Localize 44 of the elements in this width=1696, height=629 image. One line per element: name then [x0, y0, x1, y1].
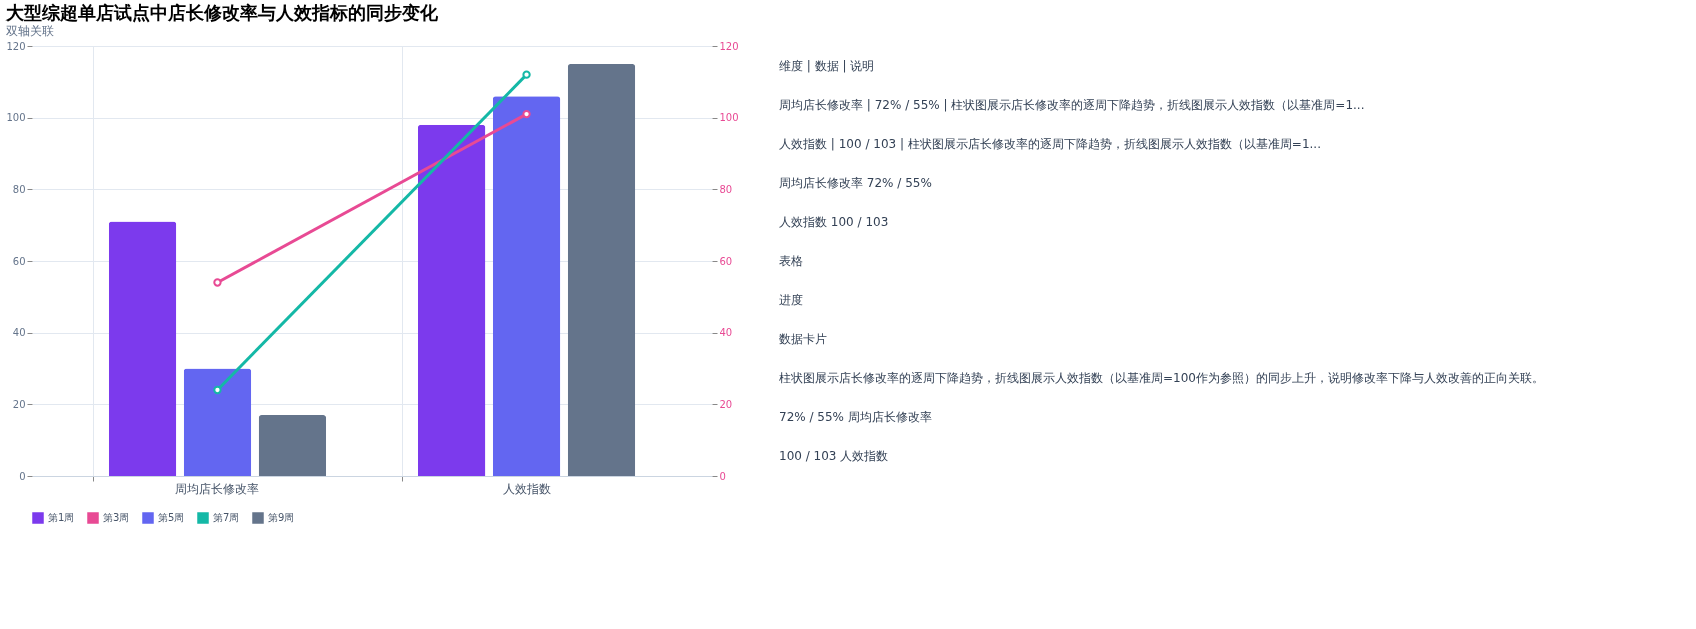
y-tick-label: 120 [6, 40, 26, 52]
bar [417, 124, 486, 476]
text: 周均店长修改率 72% / 55% [779, 175, 932, 190]
bar [108, 221, 177, 476]
legend-label: 第3周 [103, 512, 130, 523]
y-tick-label: 60 [12, 255, 26, 267]
point [213, 385, 222, 395]
text: 100 / 103 人效指数 [779, 449, 889, 464]
y-tick-label: 40 [12, 327, 26, 339]
text: 人效指数 | 100 / 103 | 柱状图展示店长修改率的逐周下降趋势，折线图展示人效指数（以基准周=1... [779, 136, 1321, 151]
legend-label: 第5周 [158, 512, 185, 523]
chart-subtitle: 双轴关联 [5, 24, 54, 38]
y-tick-label: 20 [12, 398, 26, 410]
y2-tick-label: 40 [719, 327, 733, 339]
legend-label: 第9周 [268, 512, 295, 523]
text: 维度 | 数据 | 说明 [779, 58, 875, 73]
point [522, 70, 531, 79]
legend-label: 第7周 [213, 512, 240, 523]
y-tick-label: 100 [6, 112, 26, 124]
y-tick-label: 80 [12, 183, 26, 195]
y2-tick-label: 0 [719, 470, 726, 482]
text: 人效指数 100 / 103 [779, 214, 889, 229]
bar [183, 368, 252, 476]
y2-tick-label: 120 [719, 40, 739, 52]
bar [567, 63, 636, 476]
text: 表格 [779, 254, 803, 268]
text: 进度 [779, 293, 803, 308]
text: 柱状图展示店长修改率的逐周下降趋势，折线图展示人效指数（以基准周=100作为参照）的同步上升，说明修改率下降与人效改善的正向关联。 [779, 371, 1544, 386]
bar [492, 96, 561, 476]
y-tick-label: 0 [19, 470, 26, 482]
point [522, 109, 531, 119]
y2-tick-label: 60 [719, 255, 733, 267]
y2-tick-label: 80 [719, 183, 733, 195]
text: 72% / 55% 周均店长修改率 [779, 410, 932, 425]
x-tick-label: 周均店长修改率 [175, 481, 260, 496]
y2-tick-label: 100 [719, 112, 739, 124]
text: 周均店长修改率 | 72% / 55% | 柱状图展示店长修改率的逐周下降趋势，折线图展示人效指数（以基准周=1... [779, 97, 1365, 112]
text: 数据卡片 [779, 332, 827, 347]
bar [258, 415, 327, 476]
chart-title: 大型综超单店试点中店长修改率与人效指标的同步变化 [4, 2, 439, 23]
legend-label: 第1周 [48, 512, 75, 523]
point [213, 278, 222, 287]
x-tick-label: 人效指数 [502, 481, 551, 496]
y2-tick-label: 20 [719, 398, 733, 410]
